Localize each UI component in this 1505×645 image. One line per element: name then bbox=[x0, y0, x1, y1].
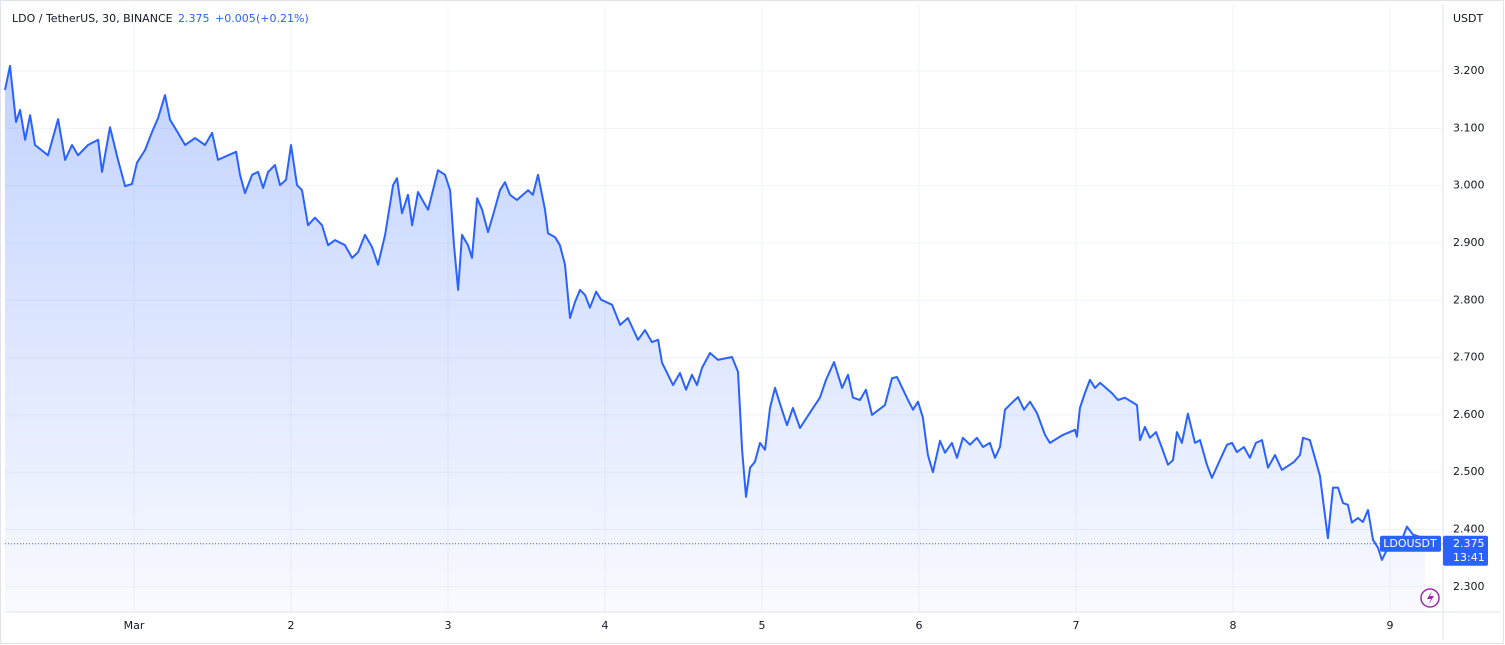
price-change-percent: (+0.21%) bbox=[256, 12, 309, 25]
y-tick-label: 3.100 bbox=[1453, 121, 1485, 134]
y-tick-label: 2.600 bbox=[1453, 408, 1485, 421]
close-price: 2.375 bbox=[178, 12, 210, 25]
y-tick-label: 2.400 bbox=[1453, 522, 1485, 535]
x-tick-label: 8 bbox=[1229, 619, 1236, 632]
price-tag bbox=[1443, 535, 1488, 566]
price-line bbox=[4, 64, 1426, 561]
y-tick-label: 2.500 bbox=[1453, 465, 1485, 478]
symbol-tag bbox=[1380, 535, 1441, 552]
y-axis-unit: USDT bbox=[1453, 12, 1484, 25]
symbol-tag-label: LDOUSDT bbox=[1383, 537, 1437, 550]
price-change: +0.005 bbox=[215, 12, 256, 25]
x-tick-label: 2 bbox=[288, 619, 295, 632]
plot bbox=[4, 64, 1443, 612]
x-tick-label: 9 bbox=[1386, 619, 1393, 632]
x-tick-label: 7 bbox=[1072, 619, 1079, 632]
alert-icon[interactable] bbox=[1420, 588, 1440, 608]
x-tick-label: 6 bbox=[915, 619, 922, 632]
y-tick-label: 2.700 bbox=[1453, 351, 1485, 364]
x-tick-label: 4 bbox=[602, 619, 609, 632]
x-tick-label: 3 bbox=[445, 619, 452, 632]
y-tick-label: 2.300 bbox=[1453, 580, 1485, 593]
chart-title: LDO / TetherUS, 30, BINANCE bbox=[12, 12, 173, 25]
countdown: 13:41 bbox=[1453, 551, 1485, 564]
y-tick-label: 3.200 bbox=[1453, 64, 1485, 77]
y-tick-label: 3.000 bbox=[1453, 179, 1485, 192]
y-tick-label: 2.800 bbox=[1453, 293, 1485, 306]
price-tag-value: 2.375 bbox=[1453, 537, 1485, 550]
x-tick-label: 5 bbox=[758, 619, 765, 632]
x-tick-label: Mar bbox=[124, 619, 145, 632]
y-tick-label: 2.900 bbox=[1453, 236, 1485, 249]
area-fill bbox=[5, 65, 1425, 612]
